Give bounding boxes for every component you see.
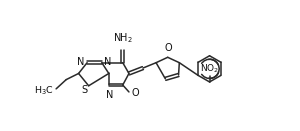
Text: NH$_2$: NH$_2$ xyxy=(113,31,133,45)
Text: O: O xyxy=(131,88,139,99)
Text: N: N xyxy=(104,57,112,67)
Text: H$_3$C: H$_3$C xyxy=(34,84,54,97)
Text: N: N xyxy=(77,57,85,67)
Text: NO$_2$: NO$_2$ xyxy=(200,62,219,75)
Text: N: N xyxy=(106,90,113,100)
Text: O: O xyxy=(165,43,172,53)
Text: S: S xyxy=(81,85,87,95)
